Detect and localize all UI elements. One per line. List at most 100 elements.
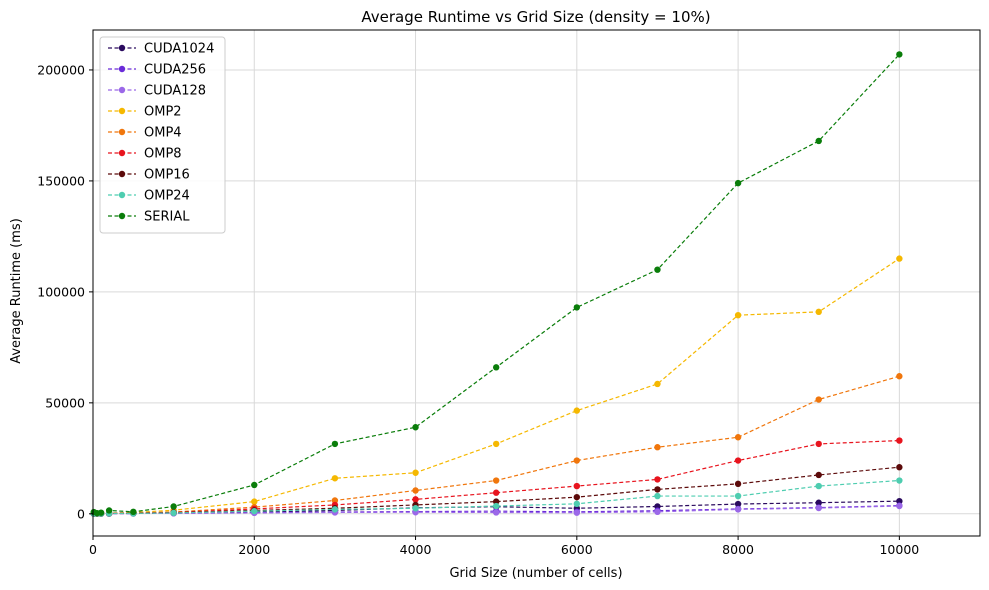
data-point [815,137,822,145]
x-tick-label: 2000 [238,542,270,557]
legend-item: OMP4 [108,126,182,141]
data-point [896,464,903,471]
data-point [492,498,500,505]
legend-marker [118,86,126,94]
legend: CUDA1024 CUDA256 CUDA128 OMP2 OMP4 OMP8 OMP16 O… [99,36,226,234]
data-point [815,504,822,512]
data-point [492,509,500,516]
data-point [412,487,419,494]
x-tick-label: 6000 [561,542,593,557]
data-point [815,440,822,448]
data-point [331,475,339,482]
data-point [573,509,581,516]
data-point [573,407,581,414]
data-point [734,457,742,464]
data-point [896,477,903,484]
data-point [896,502,903,510]
data-point [654,380,661,388]
legend-box [99,36,226,234]
data-point [492,364,500,371]
data-point [815,308,822,316]
grid [92,30,980,536]
data-point [734,311,742,319]
legend-item: OMP8 [108,147,182,162]
legend-item: OMP2 [108,105,182,120]
data-point [251,507,258,515]
x-tick-label: 10000 [879,542,919,557]
data-point [734,492,742,500]
data-point [896,497,903,505]
data-point [654,486,661,493]
x-tick-label: 4000 [400,542,432,557]
y-axis-label: Average Runtime (ms) [9,218,24,364]
legend-item: CUDA1024 [108,42,214,57]
legend-item: OMP24 [108,189,190,204]
y-tick-label: 200000 [37,62,85,77]
data-point [734,500,742,508]
legend-item: SERIAL [108,210,190,225]
data-point [573,500,581,508]
legend-marker [118,65,126,73]
data-point [492,440,500,448]
legend-item: CUDA128 [108,84,206,99]
legend-item: OMP16 [108,168,190,183]
legend-marker [118,128,126,136]
data-point [573,482,581,490]
y-tick-label: 50000 [45,395,85,410]
data-point [815,482,822,490]
legend-label: CUDA1024 [144,42,214,57]
x-axis-label: Grid Size (number of cells) [449,566,622,581]
data-point [412,505,419,512]
data-point [734,179,742,187]
axis-ticks: 0 2000 4000 6000 8000 10000050000100000150000… [37,62,919,557]
data-point [251,481,258,489]
y-tick-label: 100000 [37,284,85,299]
data-point [734,506,742,513]
data-point [734,434,742,441]
legend-marker [118,191,126,199]
y-tick-label: 150000 [37,173,85,188]
data-point [412,469,419,476]
data-point [97,509,105,516]
data-point [573,304,581,311]
data-point [815,499,822,506]
data-point [654,492,661,500]
data-point [130,508,137,516]
data-point [654,444,661,451]
x-tick-label: 0 [89,542,97,557]
data-point [105,507,113,514]
plot-frame [92,29,981,537]
legend-marker [118,107,126,115]
data-point [573,457,581,464]
data-point [734,480,742,488]
legend-label: SERIAL [144,210,190,225]
legend-label: CUDA256 [144,63,206,78]
data-point [412,424,419,431]
series-serial [90,51,903,517]
data-point [331,497,339,504]
legend-label: OMP2 [144,105,182,120]
series-line [93,258,900,515]
data-point [492,502,500,510]
series-lines [90,51,903,517]
legend-label: OMP16 [144,168,190,183]
data-point [573,493,581,501]
data-point [654,266,661,273]
data-point [170,509,177,517]
data-point [654,476,661,483]
data-point [412,496,419,503]
chart-title: Average Runtime vs Grid Size (density = … [361,8,710,26]
data-point [492,489,500,496]
legend-label: CUDA128 [144,84,206,99]
data-point [896,51,903,58]
legend-marker [118,44,126,52]
legend-marker [118,212,126,220]
x-tick-label: 8000 [722,542,754,557]
data-point [896,255,903,262]
data-point [331,506,339,513]
legend-item: CUDA256 [108,63,206,78]
data-point [331,440,339,448]
data-point [170,503,177,510]
